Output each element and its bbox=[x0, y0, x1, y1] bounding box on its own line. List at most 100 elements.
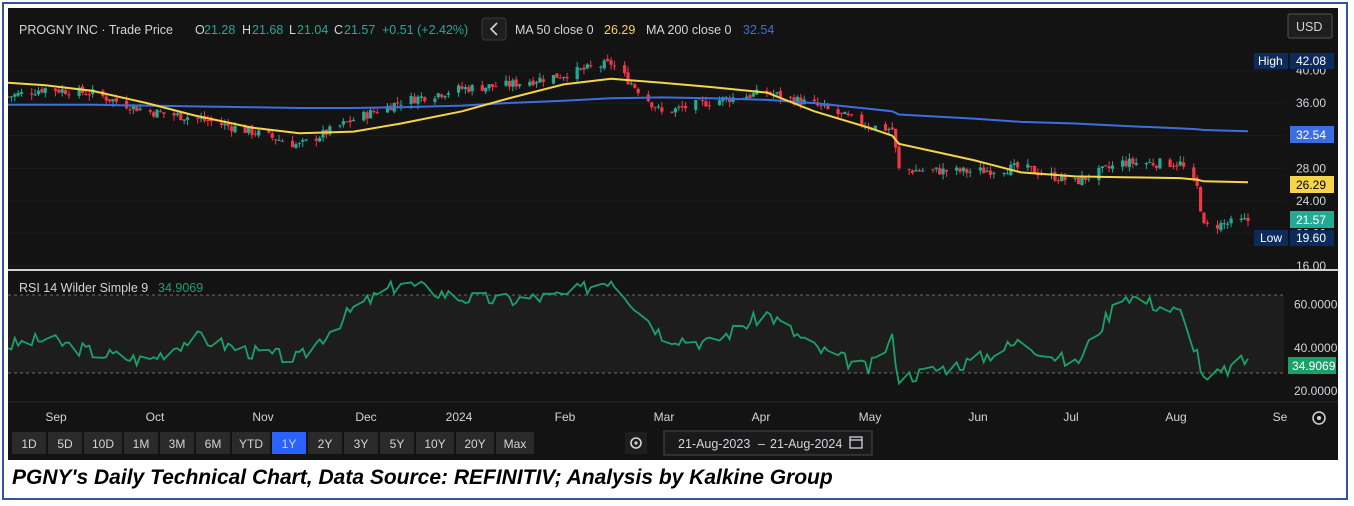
time-axis-label: Nov bbox=[252, 410, 273, 424]
range-button-label: 1Y bbox=[282, 437, 297, 451]
candle-body bbox=[280, 140, 285, 142]
range-button-label: 10D bbox=[92, 437, 114, 451]
candle-body bbox=[968, 171, 972, 173]
range-button-label: 5Y bbox=[390, 437, 405, 451]
legend-collapse-button[interactable] bbox=[481, 17, 507, 41]
range-button-2y[interactable]: 2Y bbox=[308, 432, 342, 454]
candle-body bbox=[717, 100, 722, 106]
candle-body bbox=[670, 111, 674, 113]
range-button-20y[interactable]: 20Y bbox=[456, 432, 494, 454]
reset-view-button[interactable] bbox=[1312, 411, 1326, 425]
range-button-6m[interactable]: 6M bbox=[196, 432, 230, 454]
candle-body bbox=[812, 99, 816, 102]
candle-body bbox=[131, 105, 135, 110]
price-tick-label: 36.00 bbox=[1296, 96, 1326, 110]
chart-background bbox=[8, 8, 1338, 460]
ma200-tag-value: 32.54 bbox=[1296, 128, 1326, 142]
low-marker: Low 19.60 bbox=[1254, 230, 1334, 246]
candle-body bbox=[751, 93, 755, 97]
candle-body bbox=[565, 76, 569, 79]
range-button-ytd[interactable]: YTD bbox=[232, 432, 270, 454]
last-price-tag: 21.57 bbox=[1290, 211, 1334, 228]
candle-body bbox=[19, 91, 24, 94]
range-button-3y[interactable]: 3Y bbox=[344, 432, 378, 454]
close-value: 21.57 bbox=[344, 23, 375, 37]
open-value: 21.28 bbox=[204, 23, 235, 37]
price-legend: PROGNY INC · Trade Price O 21.28 H 21.68… bbox=[19, 23, 468, 37]
candle-body bbox=[744, 96, 749, 100]
date-range-picker[interactable]: 21-Aug-2023 – 21-Aug-2024 bbox=[663, 430, 873, 456]
candle-body bbox=[443, 95, 447, 98]
candle-body bbox=[114, 98, 119, 102]
range-button-3m[interactable]: 3M bbox=[160, 432, 194, 454]
candle-body bbox=[372, 111, 376, 113]
rsi-tag: 34.9069 bbox=[1288, 357, 1336, 374]
candle-body bbox=[290, 140, 295, 148]
candle-body bbox=[846, 113, 850, 116]
candle-body bbox=[826, 105, 830, 109]
candle-body bbox=[839, 112, 844, 114]
candle-body bbox=[484, 87, 488, 92]
range-button-frame bbox=[496, 432, 534, 454]
candle-body bbox=[910, 170, 915, 173]
candle-body bbox=[412, 96, 417, 104]
candle-body bbox=[941, 168, 945, 175]
candle-body bbox=[694, 100, 698, 110]
candle-body bbox=[589, 65, 593, 67]
ma50-label: MA 50 close 0 bbox=[515, 23, 594, 37]
instrument-title: PROGNY INC · Trade Price bbox=[19, 23, 173, 37]
range-button-label: 3M bbox=[169, 437, 186, 451]
candle-body bbox=[440, 94, 444, 97]
currency-selector[interactable]: USD bbox=[1287, 13, 1333, 39]
candle-body bbox=[860, 114, 864, 126]
range-button-max[interactable]: Max bbox=[496, 432, 534, 454]
candle-body bbox=[1154, 165, 1159, 168]
candle-body bbox=[368, 109, 373, 119]
ma200-line bbox=[8, 96, 1249, 133]
range-button-frame bbox=[160, 432, 194, 454]
candle-body bbox=[385, 105, 390, 113]
range-button-frame bbox=[48, 432, 82, 454]
candle-body bbox=[1056, 180, 1060, 182]
range-button-frame bbox=[416, 432, 454, 454]
range-button-5y[interactable]: 5Y bbox=[380, 432, 414, 454]
candle-body bbox=[351, 119, 356, 122]
candle-body bbox=[612, 65, 617, 67]
candle-body bbox=[1026, 164, 1030, 168]
candle-body bbox=[1215, 224, 1220, 229]
candle-body bbox=[277, 139, 281, 141]
candle-body bbox=[799, 97, 803, 105]
candle-body bbox=[6, 96, 10, 98]
candle-body bbox=[135, 106, 139, 112]
candle-body bbox=[504, 80, 508, 86]
candle-body bbox=[1226, 223, 1230, 225]
range-button-1d[interactable]: 1D bbox=[12, 432, 46, 454]
candle-body bbox=[270, 133, 274, 138]
candle-body bbox=[602, 60, 606, 69]
candle-body bbox=[494, 86, 498, 88]
candle-body bbox=[917, 170, 921, 172]
range-button-1m[interactable]: 1M bbox=[124, 432, 158, 454]
candle-body bbox=[778, 90, 783, 99]
range-button-label: 2Y bbox=[318, 437, 333, 451]
price-tick-label: 24.00 bbox=[1296, 194, 1326, 208]
candle-body bbox=[1144, 163, 1148, 165]
range-settings-button[interactable] bbox=[625, 432, 647, 454]
range-button-label: 6M bbox=[205, 437, 222, 451]
range-button-10y[interactable]: 10Y bbox=[416, 432, 454, 454]
range-button-10d[interactable]: 10D bbox=[84, 432, 122, 454]
candle-body bbox=[57, 89, 61, 93]
candle-body bbox=[836, 109, 840, 115]
time-axis-label: Feb bbox=[555, 410, 576, 424]
rsi-band bbox=[8, 295, 1284, 373]
candle-body bbox=[528, 82, 532, 86]
candle-body bbox=[416, 96, 420, 104]
ma200-label: MA 200 close 0 bbox=[646, 23, 732, 37]
range-button-1y[interactable]: 1Y bbox=[272, 432, 306, 454]
range-button-5d[interactable]: 5D bbox=[48, 432, 82, 454]
candle-body bbox=[890, 127, 894, 130]
candle-body bbox=[551, 75, 556, 84]
candle-body bbox=[490, 84, 495, 87]
candle-body bbox=[511, 80, 515, 87]
candle-body bbox=[1005, 173, 1010, 175]
